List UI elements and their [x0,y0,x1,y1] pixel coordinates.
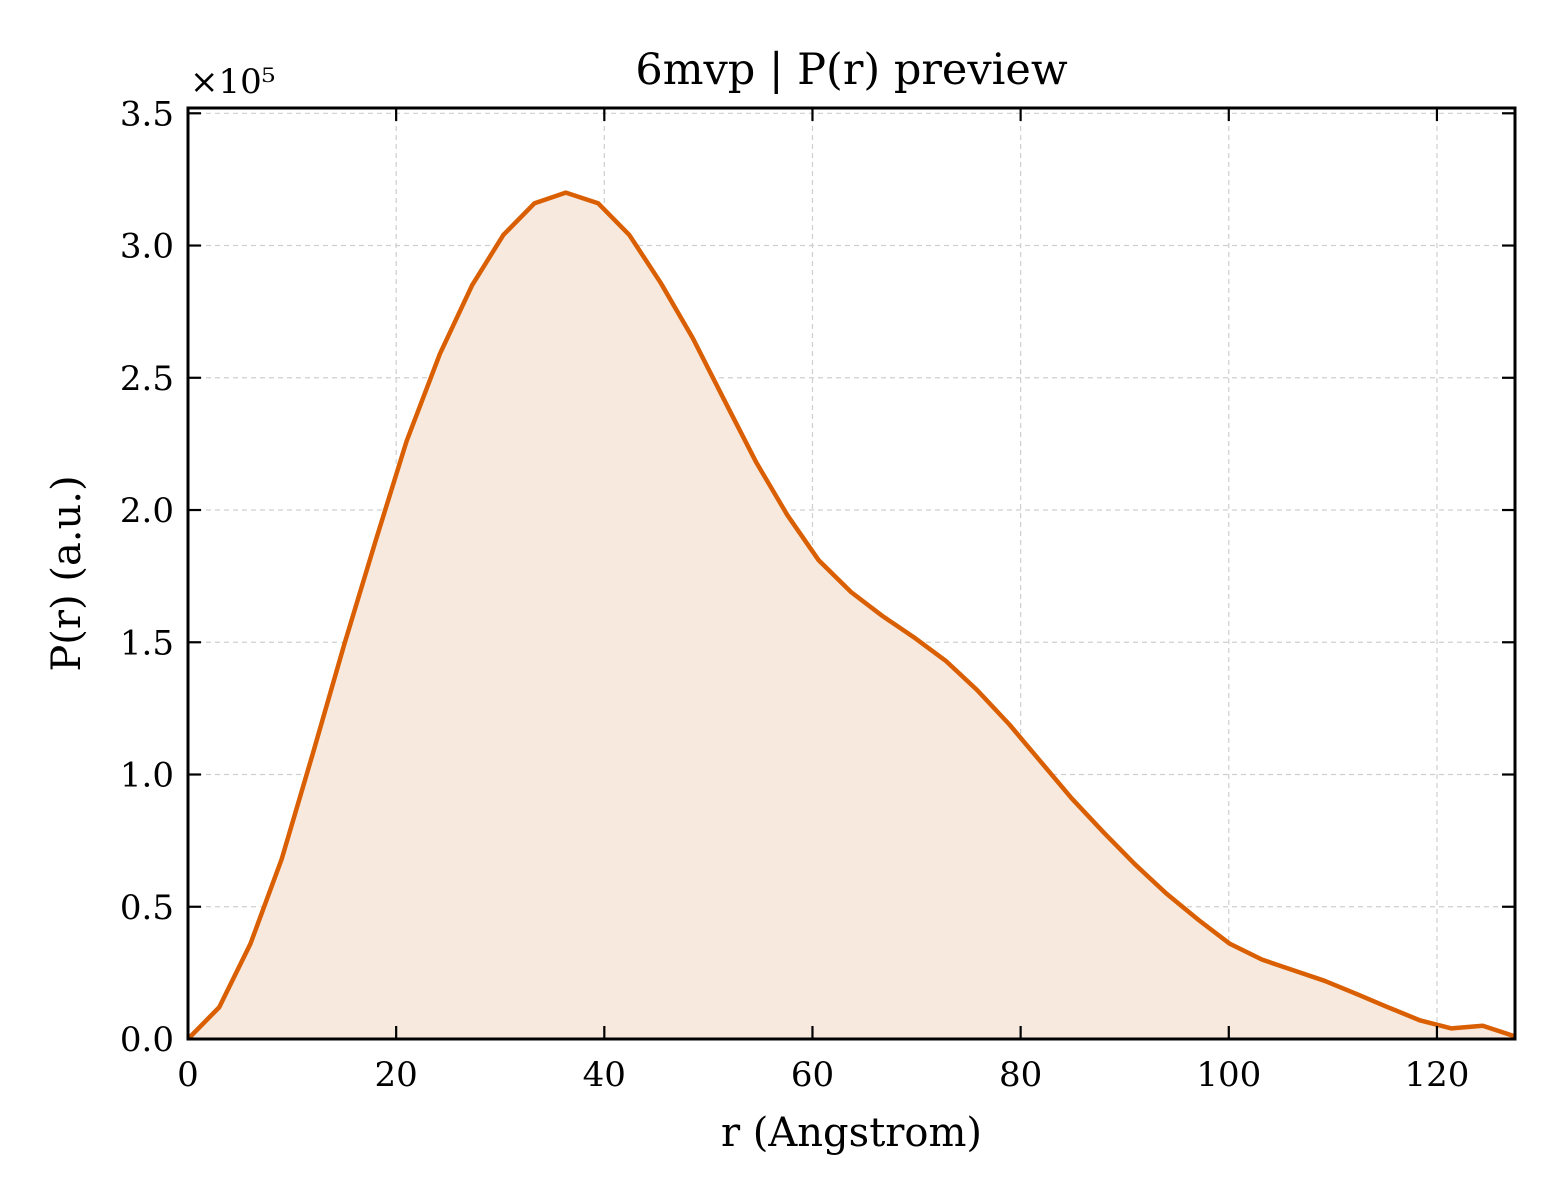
x-axis-label: r (Angstrom) [721,1110,982,1156]
y-tick-label: 1.5 [120,623,174,663]
x-tick-label: 40 [583,1055,626,1095]
x-tick-label: 120 [1404,1055,1469,1095]
tick-layer: 0 20 40 60 80 100 120 0.0 0.5 1.0 1.5 2.0 2.5 3.0 3.5 [120,94,1515,1095]
y-tick-label: 0.0 [120,1020,174,1060]
y-tick-label: 2.5 [120,359,174,399]
y-tick-label: 1.0 [120,756,174,796]
y-tick-label: 3.5 [120,94,174,134]
chart-title: 6mvp | P(r) preview [635,45,1068,95]
y-axis-label: P(r) (a.u.) [44,475,90,671]
x-tick-label: 100 [1196,1055,1261,1095]
pr-curve-line [186,190,1516,1041]
pr-area-fill [188,192,1515,1039]
y-tick-label: 2.0 [120,491,174,531]
x-tick-label: 80 [999,1055,1042,1095]
y-tick-label: 3.0 [120,227,174,267]
x-tick-label: 60 [791,1055,834,1095]
y-axis-offset-label: ×10⁵ [190,62,275,102]
plot-frame [186,106,1517,1041]
x-tick-label: 20 [375,1055,418,1095]
y-tick-label: 0.5 [120,888,174,928]
x-tick-label: 0 [177,1055,199,1095]
